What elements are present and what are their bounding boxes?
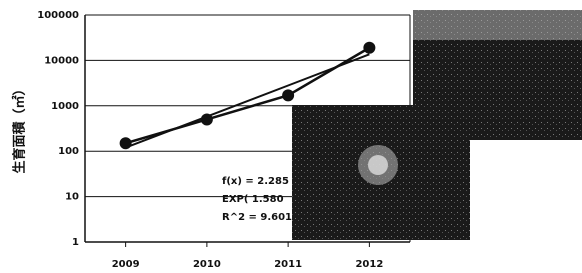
annotation: R^2 = 9.601 <box>222 212 292 223</box>
y-tick-label: 100000 <box>37 10 79 21</box>
chart: 生育面積（㎡） 1 10 100 1000 10000 100000 2009 2010 201… <box>0 0 582 273</box>
photo-detail <box>368 155 388 175</box>
x-tick-label: 2012 <box>355 259 383 270</box>
x-tick-label: 2011 <box>274 259 302 270</box>
x-tick-label: 2010 <box>193 259 221 270</box>
y-tick-label: 1 <box>72 237 79 248</box>
x-tick-label: 2009 <box>112 259 140 270</box>
annotation: f(x) = 2.285 <box>222 176 289 187</box>
y-tick-label: 10 <box>65 192 79 203</box>
y-tick-label: 10000 <box>44 55 79 66</box>
photo-sky <box>413 10 582 40</box>
y-axis-label: 生育面積（㎡） <box>12 82 28 173</box>
y-tick-label: 100 <box>58 146 79 157</box>
point <box>282 89 294 101</box>
point <box>363 42 375 54</box>
annotation: EXP( 1.580 <box>222 194 284 205</box>
y-tick-label: 1000 <box>51 101 79 112</box>
